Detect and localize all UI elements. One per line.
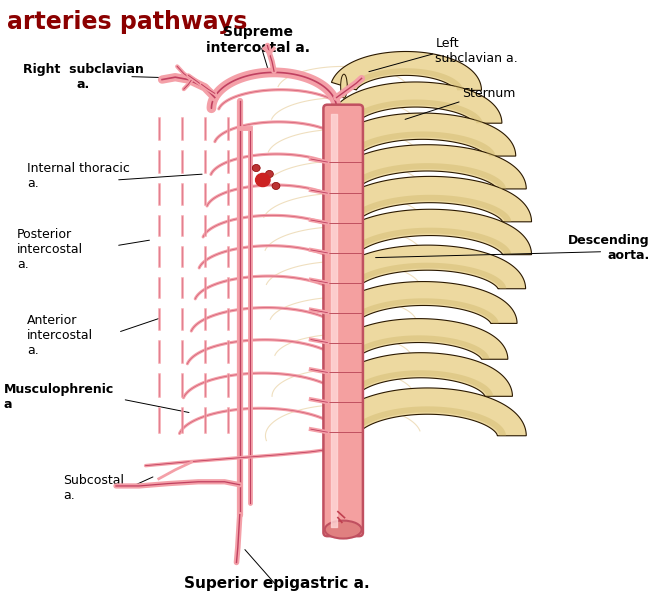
Circle shape [265, 171, 273, 177]
Text: Anterior
intercostal
a.: Anterior intercostal a. [27, 314, 93, 358]
Text: Descending
aorta.: Descending aorta. [568, 234, 649, 262]
Polygon shape [331, 52, 482, 90]
Polygon shape [330, 282, 517, 323]
Polygon shape [329, 113, 515, 156]
Text: Right  subclavian
a.: Right subclavian a. [22, 63, 143, 92]
Text: Supreme
intercostal a.: Supreme intercostal a. [205, 25, 310, 55]
Polygon shape [349, 228, 512, 255]
Text: Posterior
intercostal
a.: Posterior intercostal a. [17, 228, 83, 271]
Polygon shape [349, 131, 496, 156]
Polygon shape [329, 145, 526, 189]
Polygon shape [349, 406, 506, 443]
Polygon shape [348, 298, 498, 323]
Text: Musculophrenic
a: Musculophrenic a [4, 383, 114, 411]
Ellipse shape [339, 143, 346, 170]
Polygon shape [349, 195, 512, 222]
Ellipse shape [340, 311, 347, 335]
Polygon shape [349, 68, 463, 90]
Circle shape [255, 173, 270, 186]
Ellipse shape [341, 74, 347, 98]
FancyBboxPatch shape [323, 105, 363, 536]
Ellipse shape [340, 276, 347, 301]
Text: arteries pathways: arteries pathways [7, 10, 247, 34]
Text: Subcostal
a.: Subcostal a. [63, 474, 124, 502]
Polygon shape [329, 245, 525, 289]
Ellipse shape [341, 389, 348, 414]
Polygon shape [348, 370, 493, 400]
Ellipse shape [344, 433, 351, 459]
Text: Sternum: Sternum [462, 87, 515, 101]
Ellipse shape [340, 347, 347, 371]
Ellipse shape [339, 241, 346, 268]
Polygon shape [329, 82, 502, 123]
Polygon shape [329, 388, 526, 454]
Circle shape [252, 165, 260, 171]
Ellipse shape [339, 176, 346, 202]
Text: Superior epigastric a.: Superior epigastric a. [185, 576, 370, 591]
Text: Internal thoracic
a.: Internal thoracic a. [27, 162, 130, 190]
Polygon shape [349, 163, 506, 189]
Polygon shape [329, 353, 512, 406]
Polygon shape [348, 99, 482, 123]
Text: Left
subclavian a.: Left subclavian a. [436, 37, 518, 65]
Polygon shape [348, 263, 506, 289]
Polygon shape [329, 209, 531, 255]
Ellipse shape [339, 208, 346, 235]
Circle shape [272, 182, 280, 189]
Polygon shape [330, 319, 508, 359]
Ellipse shape [325, 521, 362, 539]
Ellipse shape [340, 111, 347, 136]
Polygon shape [329, 176, 531, 222]
Polygon shape [348, 335, 489, 359]
